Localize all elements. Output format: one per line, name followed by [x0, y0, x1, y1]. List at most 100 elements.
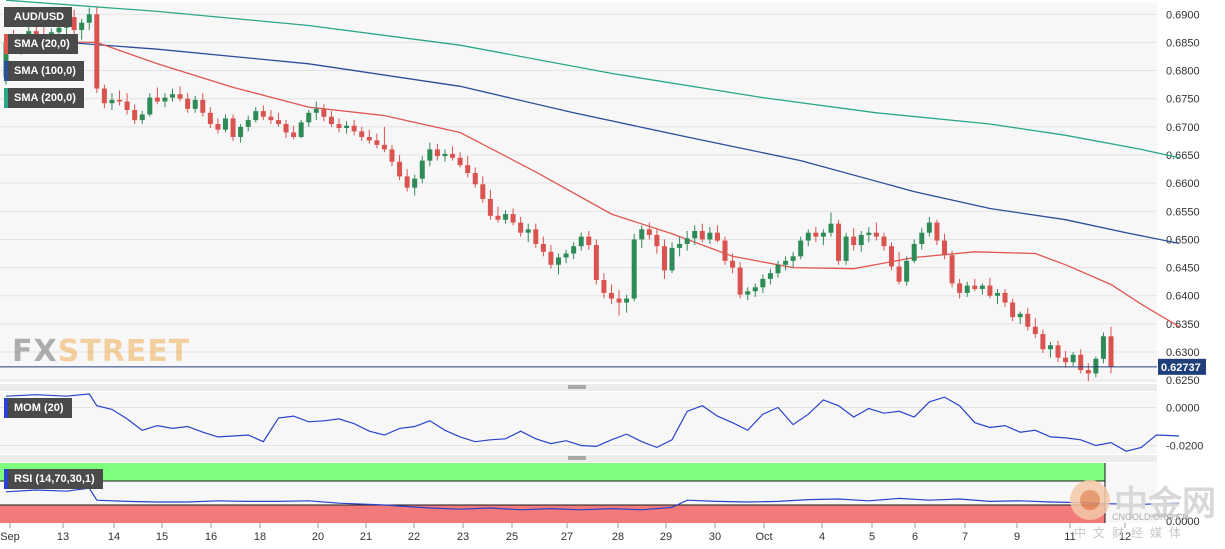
candle-body: [790, 256, 796, 261]
candle: [1032, 318, 1038, 338]
candle-body: [306, 112, 312, 123]
candle: [775, 260, 781, 278]
candle: [1040, 329, 1046, 354]
x-tick-label: 12: [1119, 531, 1131, 543]
candle-body: [904, 260, 910, 282]
candle-body: [109, 99, 115, 104]
candle-body: [230, 118, 236, 137]
candle-body: [139, 114, 145, 121]
candle-body: [737, 267, 743, 295]
current-price-badge: [1158, 358, 1206, 375]
candle-body: [185, 98, 191, 109]
candle: [994, 288, 1000, 305]
rsi-zones: [0, 463, 1106, 523]
candle-body: [934, 222, 940, 241]
candle-body: [412, 178, 418, 188]
candle-body: [896, 266, 902, 282]
panel-dividers[interactable]: [0, 384, 1157, 462]
candle-body: [533, 229, 539, 244]
candle: [767, 268, 773, 285]
candle: [964, 281, 970, 297]
candle: [328, 111, 334, 127]
candle: [866, 227, 872, 243]
candle-body: [1085, 370, 1091, 374]
candle-body: [881, 236, 887, 247]
candle-body: [639, 229, 645, 240]
candle: [1070, 352, 1076, 367]
candle: [412, 174, 418, 196]
candle: [101, 84, 107, 109]
candle: [904, 256, 910, 286]
mom-series-line: [5, 393, 1180, 452]
legend-rsi[interactable]: RSI (14,70,30,1): [4, 469, 103, 489]
candle-body: [873, 232, 879, 237]
candle-body: [147, 97, 153, 115]
x-tick-label: 28: [612, 531, 624, 543]
candle: [911, 239, 917, 264]
candle: [154, 87, 160, 105]
candle: [170, 88, 176, 102]
candle: [253, 107, 259, 123]
price-tick-label: 0.6400: [1166, 291, 1200, 303]
candle: [177, 86, 183, 102]
rsi-line: [5, 487, 1180, 511]
candle: [366, 129, 372, 144]
candle-body: [654, 234, 660, 247]
candle-body: [442, 153, 448, 157]
sma200-line: [5, 0, 1180, 159]
candle: [132, 104, 138, 125]
price-tick-label: 0.6550: [1166, 206, 1200, 218]
candle: [291, 125, 297, 140]
x-tick-label: 15: [156, 531, 168, 543]
candle-body: [957, 283, 963, 293]
candle-body: [760, 278, 766, 288]
candle-body: [608, 292, 614, 299]
candle-body: [540, 243, 546, 252]
candle-body: [207, 112, 213, 125]
candle-body: [646, 229, 652, 235]
candle-body: [86, 14, 92, 23]
candle: [1010, 298, 1016, 322]
candle-body: [964, 285, 970, 293]
candle-body: [336, 124, 342, 128]
candle-body: [919, 232, 925, 244]
candle-body: [1100, 336, 1106, 359]
x-tick-label: 20: [312, 531, 324, 543]
candle: [374, 133, 380, 149]
x-tick-label: Oct: [755, 531, 772, 543]
candle-body: [941, 240, 947, 256]
candle-body: [366, 136, 372, 141]
candle-body: [56, 27, 62, 33]
candle-body: [1108, 336, 1114, 367]
candle: [745, 287, 751, 301]
candle: [783, 256, 789, 271]
legend-mom[interactable]: MOM (20): [4, 398, 72, 418]
candle-body: [692, 231, 698, 239]
legend-sma20[interactable]: SMA (20,0): [4, 34, 78, 54]
x-tick-label: 9: [1014, 531, 1020, 543]
candle-body: [298, 122, 304, 137]
candle: [593, 239, 599, 285]
candle-body: [677, 243, 683, 248]
candle: [987, 277, 993, 299]
legend-symbol[interactable]: AUD/USD: [4, 7, 73, 27]
candle: [881, 232, 887, 251]
legend-sma100[interactable]: SMA (100,0): [4, 61, 84, 81]
candle: [692, 225, 698, 246]
price-plot-area: [0, 3, 1157, 383]
candle-body: [495, 215, 501, 220]
candle-body: [132, 109, 138, 121]
legend-sma200[interactable]: SMA (200,0): [4, 88, 84, 108]
rsi-tick-label: 0.0000: [1166, 516, 1200, 528]
candle-body: [457, 157, 463, 166]
candle: [472, 167, 478, 188]
mom-tick-label: -0.0200: [1166, 440, 1203, 452]
price-tick-label: 0.6650: [1166, 150, 1200, 162]
x-tick-label: 27: [561, 531, 573, 543]
candle: [117, 90, 123, 106]
candle-body: [427, 149, 433, 161]
candle: [298, 120, 304, 139]
candle: [275, 112, 281, 127]
candle: [941, 233, 947, 260]
x-tick-label: 18: [254, 531, 266, 543]
